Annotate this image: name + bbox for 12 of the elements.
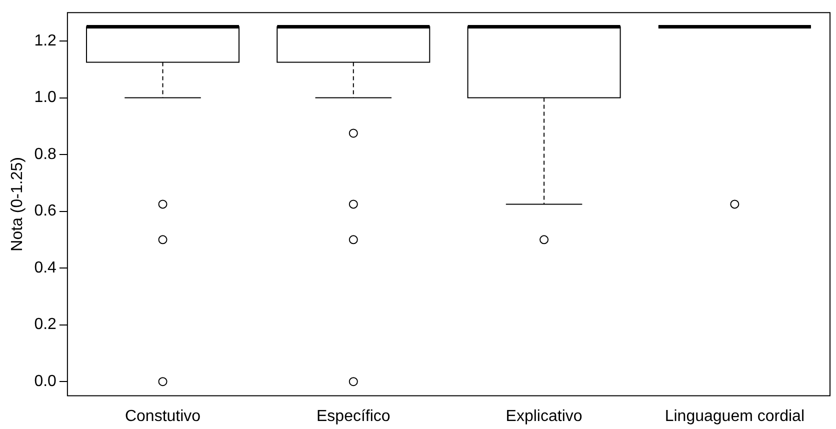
x-tick-label: Específico <box>316 408 390 425</box>
y-tick-label: 0.6 <box>34 202 57 220</box>
y-tick-label: 1.0 <box>34 89 57 106</box>
y-tick-label: 0.4 <box>34 259 57 276</box>
x-tick-label: Linguaguem cordial <box>664 408 805 425</box>
y-tick-label: 1.2 <box>34 32 57 50</box>
y-tick-label: 0.0 <box>34 373 57 390</box>
x-tick-label: Constutivo <box>124 408 201 425</box>
y-tick-label: 0.8 <box>34 146 57 163</box>
x-tick-label: Explicativo <box>506 408 582 425</box>
y-tick-label: 0.2 <box>34 316 57 334</box>
y-axis-title: Nota (0-1.25) <box>9 157 26 252</box>
